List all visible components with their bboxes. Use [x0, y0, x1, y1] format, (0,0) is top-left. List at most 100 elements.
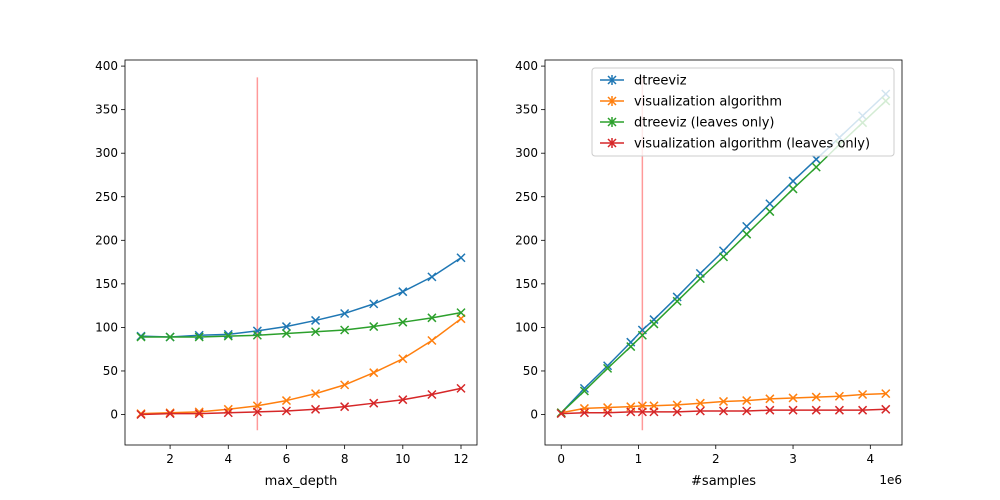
series-line: [141, 311, 462, 338]
data-point: [858, 405, 868, 415]
data-point: [427, 389, 437, 400]
data-point: [369, 299, 379, 309]
legend-item: dtreeviz: [600, 74, 687, 89]
y-tick-label: 350: [95, 103, 118, 117]
data-point: [626, 407, 636, 417]
data-point: [718, 396, 729, 406]
x-tick-label: 12: [453, 452, 468, 466]
chart-samples: 0 1 2 3 4 0 50 100 150 200 250 300 350 400 #samples 1e6…: [515, 59, 903, 489]
legend: dtreeviz visualization algorithm dtreeviz …: [591, 67, 895, 157]
data-point: [136, 332, 146, 342]
data-point: [252, 407, 262, 417]
data-point: [456, 308, 466, 318]
data-point: [603, 363, 613, 373]
x-tick-label: 2: [712, 452, 720, 466]
data-point: [369, 368, 379, 378]
data-point: [788, 405, 798, 415]
data-point: [194, 330, 204, 340]
data-point: [340, 325, 350, 335]
series-line: [561, 392, 886, 414]
y-tick-label: 300: [95, 146, 118, 160]
y-tick-label: 150: [95, 277, 118, 291]
x-tick-label: 0: [557, 452, 565, 466]
data-point: [672, 407, 682, 417]
data-point: [788, 184, 798, 194]
data-point: [579, 386, 589, 396]
data-point: [398, 395, 408, 405]
data-point: [672, 400, 682, 410]
data-point: [788, 176, 798, 186]
y-tick-label: 50: [523, 364, 538, 378]
data-point: [718, 252, 729, 262]
legend-item: visualization algorithm: [600, 95, 782, 110]
series-visualization-algorithm-leaves-only-: [136, 383, 466, 420]
data-point: [637, 330, 647, 340]
data-point: [427, 313, 437, 323]
y-tick-label: 0: [110, 408, 118, 422]
data-point: [811, 154, 821, 164]
legend-item: visualization algorithm (leaves only): [600, 137, 870, 152]
legend-label: dtreeviz: [634, 74, 687, 89]
data-point: [742, 221, 752, 231]
data-point: [252, 330, 262, 340]
data-point: [281, 396, 291, 406]
x-tick-label: 8: [341, 452, 349, 466]
data-point: [765, 207, 775, 217]
data-point: [311, 327, 321, 337]
legend-label: visualization algorithm: [634, 95, 782, 110]
data-point: [165, 409, 175, 419]
data-point: [556, 409, 566, 419]
y-tick-label: 100: [515, 320, 538, 334]
data-point: [788, 393, 798, 403]
legend-label: dtreeviz (leaves only): [634, 116, 774, 131]
y-tick-label: 150: [515, 277, 538, 291]
data-point: [369, 322, 379, 332]
data-point: [637, 407, 647, 417]
data-point: [427, 335, 437, 346]
y-tick-label: 200: [515, 233, 538, 247]
x-axis-label: #samples: [691, 474, 756, 489]
data-point: [742, 396, 752, 406]
axes-frame: [544, 59, 903, 446]
data-point: [626, 342, 636, 352]
data-point: [427, 272, 437, 282]
legend-box: [591, 67, 895, 157]
data-point: [742, 406, 752, 416]
y-tick-label: 300: [515, 146, 538, 160]
data-point: [765, 405, 775, 415]
y-tick-label: 200: [95, 233, 118, 247]
data-point: [398, 287, 408, 297]
data-point: [649, 407, 659, 417]
data-point: [834, 405, 844, 415]
y-tick-label: 50: [103, 364, 118, 378]
axes-frame: [124, 59, 478, 446]
x-offset-label: 1e6: [879, 473, 902, 487]
y-tick-label: 400: [515, 59, 538, 73]
y-tick-label: 100: [95, 320, 118, 334]
y-tick-label: 250: [515, 190, 538, 204]
series-visualization-algorithm-leaves-only-: [556, 404, 891, 419]
x-tick-label: 1: [635, 452, 643, 466]
data-point: [194, 409, 204, 419]
data-point: [398, 317, 408, 327]
series-dtreeviz-leaves-only-: [136, 308, 466, 342]
data-point: [311, 315, 321, 325]
data-point: [398, 354, 408, 364]
data-point: [194, 407, 204, 417]
data-point: [695, 398, 705, 408]
data-point: [194, 332, 204, 342]
x-tick-label: 3: [789, 452, 797, 466]
data-point: [672, 296, 682, 306]
y-tick-label: 400: [95, 59, 118, 73]
series-line: [140, 257, 462, 338]
data-point: [579, 383, 589, 393]
chart-max-depth: 2 4 6 8 10 12 0 50 100 150 200 250 300 350 400 max_dept…: [95, 59, 478, 489]
data-point: [579, 408, 589, 418]
x-tick-label: 4: [866, 452, 874, 466]
data-point: [858, 389, 868, 400]
x-axis-label: max_depth: [265, 474, 338, 489]
y-tick-label: 0: [530, 408, 538, 422]
data-point: [742, 229, 752, 239]
data-point: [603, 361, 613, 371]
